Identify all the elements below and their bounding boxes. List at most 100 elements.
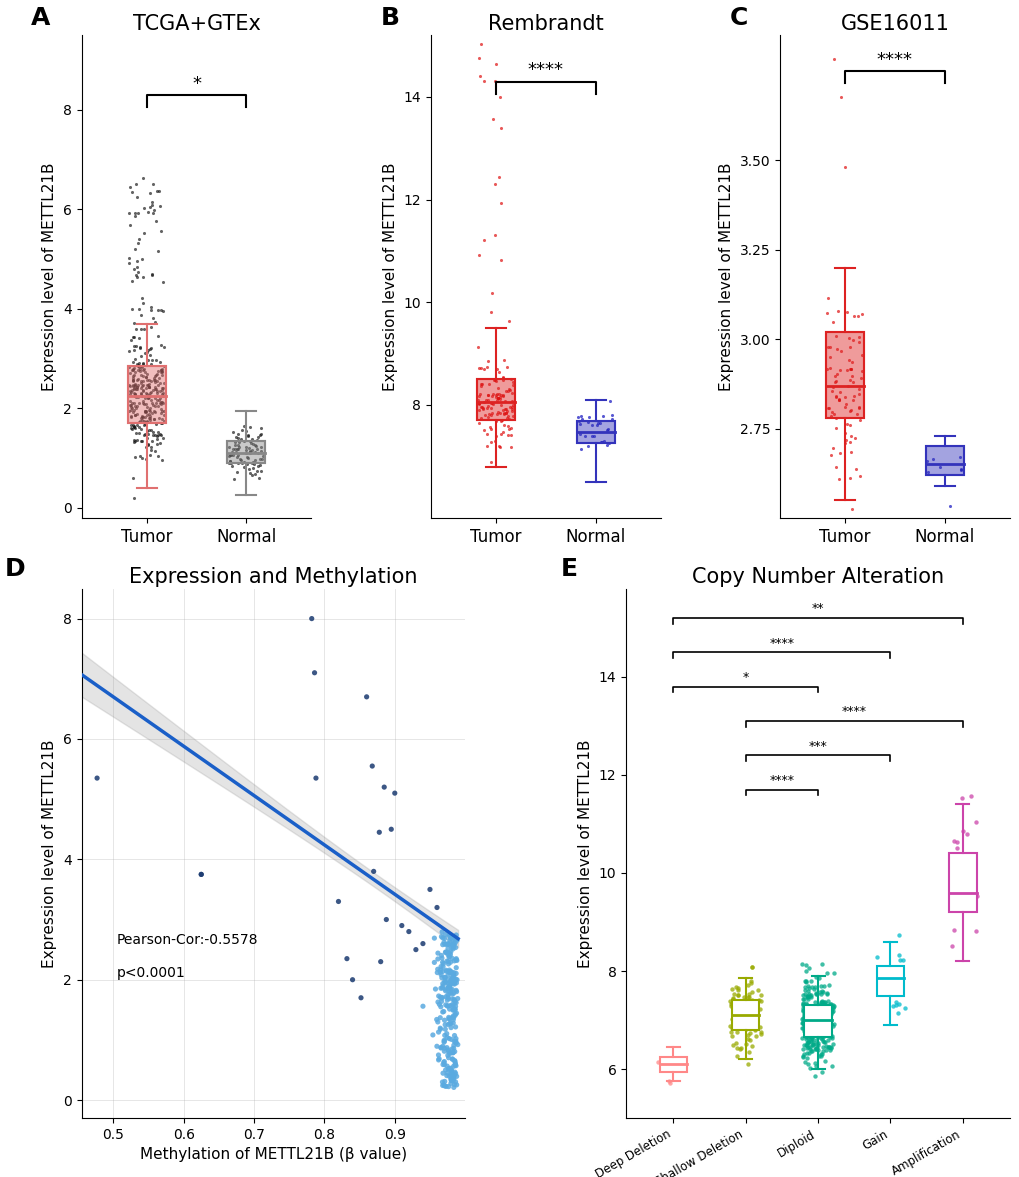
Point <box>449 1036 466 1055</box>
Point <box>890 925 906 944</box>
Point <box>128 251 145 270</box>
Point <box>804 1035 820 1053</box>
Point <box>428 1037 444 1056</box>
Point <box>256 444 272 463</box>
Point <box>238 447 255 466</box>
Point <box>131 361 148 380</box>
Point <box>826 387 843 406</box>
Point <box>736 1002 752 1020</box>
Point <box>751 1000 767 1019</box>
Point <box>823 1016 840 1035</box>
Point <box>126 431 143 450</box>
Point <box>931 458 948 477</box>
Point <box>447 1018 464 1037</box>
Point <box>799 988 815 1006</box>
Point <box>593 433 609 452</box>
Point <box>126 397 143 415</box>
Point <box>434 1055 450 1073</box>
Point <box>809 1011 825 1030</box>
Point <box>797 1028 813 1046</box>
Point <box>817 1040 834 1059</box>
Point <box>438 1066 454 1085</box>
Point <box>841 401 857 420</box>
Point <box>795 1002 811 1020</box>
Point <box>811 999 827 1018</box>
Point <box>154 302 170 321</box>
Point <box>133 250 150 268</box>
Point <box>422 880 438 899</box>
Point <box>434 978 450 997</box>
Point <box>473 359 489 378</box>
Point <box>797 1010 813 1029</box>
Point <box>728 1038 744 1057</box>
Point <box>968 886 984 905</box>
Point <box>443 935 460 953</box>
Point <box>752 991 768 1010</box>
Point <box>799 1033 815 1052</box>
Point <box>739 988 755 1006</box>
Point <box>740 988 756 1006</box>
Point <box>443 1064 460 1083</box>
Point <box>493 397 510 415</box>
Point <box>853 305 869 324</box>
Point <box>430 1051 446 1070</box>
Point <box>141 385 157 404</box>
Point <box>131 411 148 430</box>
Point <box>445 984 462 1003</box>
Point <box>492 425 508 444</box>
Point <box>816 997 833 1016</box>
Point <box>476 393 492 412</box>
Point <box>818 1018 835 1037</box>
Point <box>814 983 830 1002</box>
Point <box>448 970 465 989</box>
Point <box>154 393 170 412</box>
Point <box>807 1035 823 1053</box>
Point <box>124 370 141 388</box>
Point <box>235 417 252 435</box>
Point <box>444 1043 461 1062</box>
Point <box>803 978 819 997</box>
Point <box>795 1016 811 1035</box>
Point <box>428 898 444 917</box>
Point <box>225 423 242 441</box>
Point <box>126 366 143 385</box>
Point <box>737 995 753 1013</box>
Point <box>441 931 458 950</box>
Point <box>732 1008 748 1026</box>
Point <box>436 1039 452 1058</box>
Point <box>813 1028 829 1046</box>
Point <box>729 980 745 999</box>
Bar <box>227 440 265 464</box>
Point <box>803 1030 819 1049</box>
Point <box>242 418 258 437</box>
Text: ***: *** <box>808 740 826 753</box>
Point <box>802 1012 818 1031</box>
Point <box>154 363 170 381</box>
Point <box>437 1019 453 1038</box>
Point <box>501 380 518 399</box>
Point <box>445 1078 462 1097</box>
Point <box>814 1016 830 1035</box>
Point <box>482 405 498 424</box>
Point <box>803 1042 819 1060</box>
Point <box>739 976 755 995</box>
Point <box>435 1002 451 1020</box>
Point <box>123 419 140 438</box>
Point <box>723 990 740 1009</box>
Point <box>146 401 162 420</box>
Point <box>890 945 906 964</box>
Point <box>829 390 846 408</box>
Point <box>127 174 144 193</box>
Point <box>795 1013 811 1032</box>
Point <box>143 298 159 317</box>
Point <box>125 328 142 347</box>
Point <box>472 67 488 86</box>
Point <box>139 343 155 361</box>
Point <box>585 426 601 445</box>
Point <box>448 931 465 950</box>
Point <box>946 920 962 939</box>
Point <box>432 1038 448 1057</box>
Point <box>435 933 451 952</box>
Point <box>883 997 900 1016</box>
Point <box>890 963 906 982</box>
